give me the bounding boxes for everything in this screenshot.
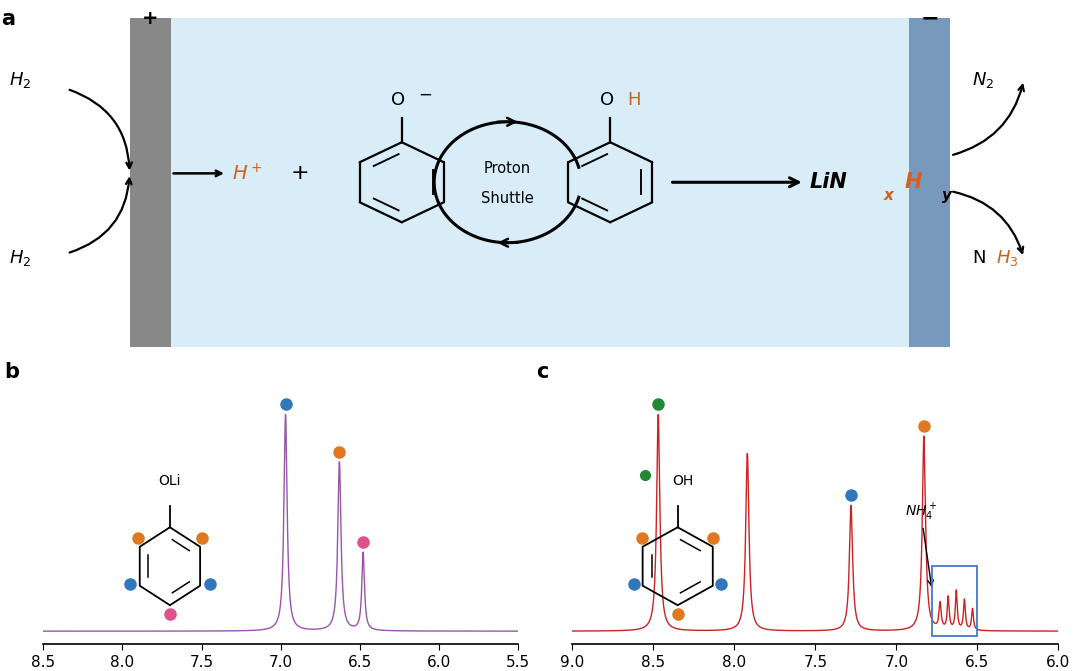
Text: +: + [141, 9, 159, 28]
Text: $NH_4^+$: $NH_4^+$ [905, 502, 937, 586]
Text: OLi: OLi [159, 474, 181, 488]
Text: O: O [599, 91, 615, 109]
Text: H: H [627, 91, 640, 109]
Text: $N_2$: $N_2$ [972, 70, 995, 90]
Bar [932, 566, 977, 635]
Text: N: N [972, 249, 986, 267]
Bar [909, 17, 950, 347]
Text: Proton: Proton [484, 162, 531, 176]
Text: a: a [1, 9, 15, 29]
Text: $H_2$: $H_2$ [9, 248, 31, 268]
Bar [130, 17, 950, 347]
Text: $H_3$: $H_3$ [996, 248, 1018, 268]
Text: OH: OH [672, 474, 693, 488]
Text: O: O [391, 91, 406, 109]
Text: LiN: LiN [810, 172, 848, 193]
Text: $H_2$: $H_2$ [9, 70, 31, 90]
Text: $H^+$: $H^+$ [232, 163, 262, 184]
Text: −: − [419, 86, 432, 104]
Text: y: y [942, 188, 951, 203]
Text: H: H [905, 172, 922, 193]
Text: Shuttle: Shuttle [482, 191, 534, 206]
Text: c: c [536, 362, 549, 382]
Text: x: x [883, 188, 893, 203]
Bar [130, 17, 171, 347]
Text: −: − [920, 9, 940, 29]
Text: +: + [291, 163, 310, 183]
Text: b: b [4, 362, 19, 382]
